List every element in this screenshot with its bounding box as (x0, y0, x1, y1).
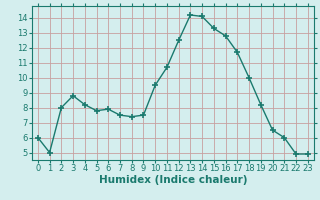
X-axis label: Humidex (Indice chaleur): Humidex (Indice chaleur) (99, 175, 247, 185)
